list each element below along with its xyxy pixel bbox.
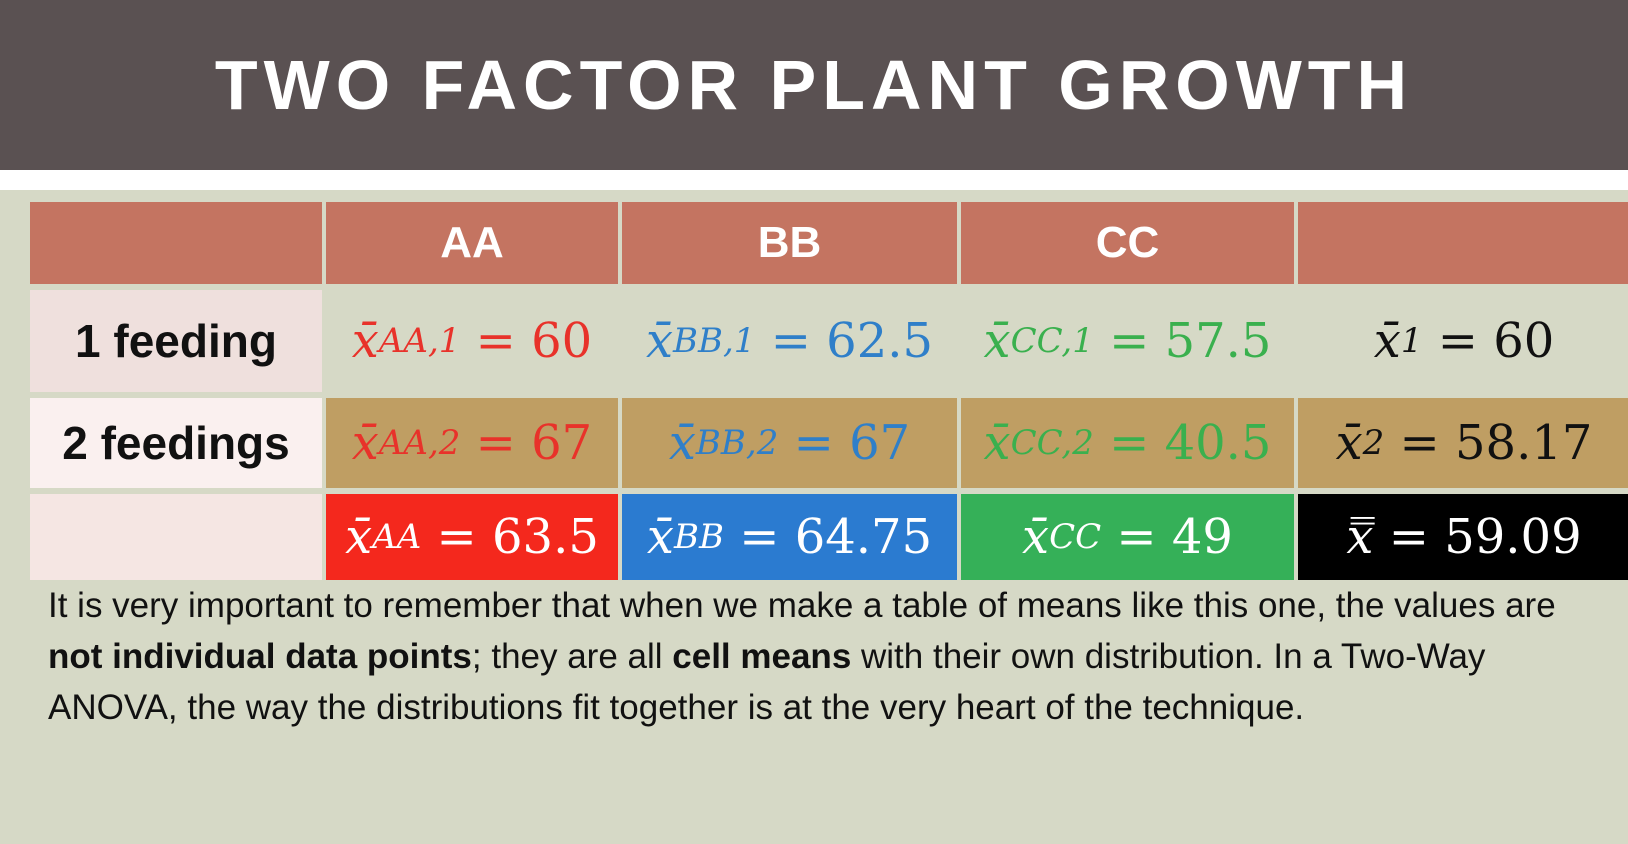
- mean-cc: x̄ CC = 49: [961, 494, 1294, 580]
- row-label-column-means: [30, 494, 322, 580]
- column-header-margin: [1298, 202, 1628, 284]
- mean-aa-2: x̄ AA,2 = 67: [326, 398, 618, 488]
- means-table: AA BB CC 1 feeding x̄ AA,1 = 60 x̄ BB,1 = …: [30, 202, 1628, 580]
- explanation-text: It is very important to remember that wh…: [48, 586, 1556, 727]
- mean-bb-1: x̄ BB,1 = 62.5: [622, 290, 957, 392]
- mean-row-1: x̄ 1 = 60: [1298, 290, 1628, 392]
- emphasis-not-individual: not individual data points: [48, 637, 472, 676]
- column-header-bb: BB: [622, 202, 957, 284]
- column-header-cc: CC: [961, 202, 1294, 284]
- mean-aa-1: x̄ AA,1 = 60: [326, 290, 618, 392]
- divider: [0, 170, 1628, 190]
- column-header-aa: AA: [326, 202, 618, 284]
- emphasis-cell-means: cell means: [672, 637, 852, 676]
- title-bar: TWO FACTOR PLANT GROWTH: [0, 0, 1628, 170]
- mean-aa: x̄ AA = 63.5: [326, 494, 618, 580]
- column-header-empty: [30, 202, 322, 284]
- mean-bb: x̄ BB = 64.75: [622, 494, 957, 580]
- grand-mean: x̿ = 59.09: [1298, 494, 1628, 580]
- row-label-1-feeding: 1 feeding: [30, 290, 322, 392]
- mean-bb-2: x̄ BB,2 = 67: [622, 398, 957, 488]
- mean-row-2: x̄ 2 = 58.17: [1298, 398, 1628, 488]
- row-label-2-feedings: 2 feedings: [30, 398, 322, 488]
- mean-cc-2: x̄ CC,2 = 40.5: [961, 398, 1294, 488]
- page-title: TWO FACTOR PLANT GROWTH: [214, 46, 1414, 124]
- mean-cc-1: x̄ CC,1 = 57.5: [961, 290, 1294, 392]
